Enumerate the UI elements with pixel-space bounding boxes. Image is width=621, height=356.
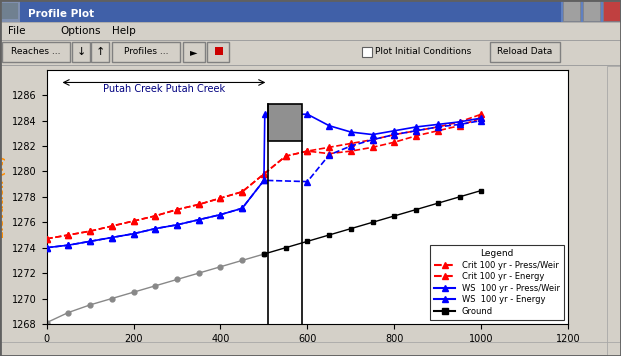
Text: Reload Data: Reload Data [497,47,553,57]
Text: Plot Initial Conditions: Plot Initial Conditions [375,47,471,57]
Text: Options: Options [60,26,101,36]
Text: Mixed Flow - Example 9    Plan:   1) Press/Weir   12/10/2014   2) Energy   12/10: Mixed Flow - Example 9 Plan: 1) Press/We… [117,56,498,65]
Legend: Crit 100 yr - Press/Weir, Crit 100 yr - Energy, WS  100 yr - Press/Weir, WS  100: Crit 100 yr - Press/Weir, Crit 100 yr - … [430,245,564,320]
Y-axis label: Elevation (ft): Elevation (ft) [0,156,6,238]
Text: ↑: ↑ [95,47,105,57]
Text: Profiles ...: Profiles ... [124,47,168,57]
Text: Reaches ...: Reaches ... [11,47,61,57]
X-axis label: Main Channel Distance (ft): Main Channel Distance (ft) [224,349,391,356]
Bar [268,104,302,141]
Text: ↓: ↓ [76,47,86,57]
Text: Profile Plot: Profile Plot [28,9,94,19]
Text: Putah Creek Putah Creek: Putah Creek Putah Creek [103,84,225,94]
Text: ►: ► [190,47,197,57]
Text: File: File [8,26,25,36]
Text: Help: Help [112,26,136,36]
